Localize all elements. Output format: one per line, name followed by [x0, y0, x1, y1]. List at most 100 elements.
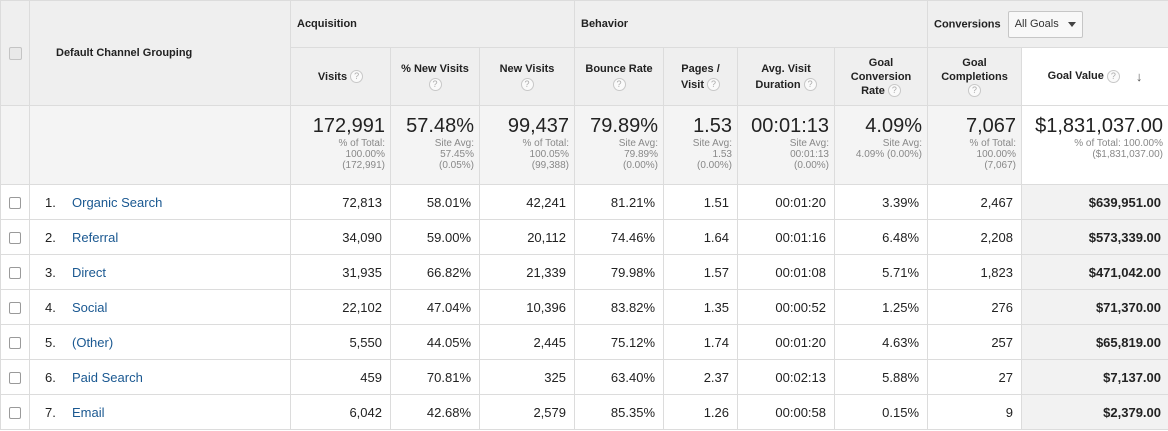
cell-new-visits: 2,579	[479, 394, 575, 430]
cell-avg-duration: 00:00:58	[737, 394, 835, 430]
row-checkbox[interactable]	[9, 337, 21, 350]
cell-pct-new-visits: 59.00%	[390, 219, 480, 255]
cell-pct-new-visits: 70.81%	[390, 359, 480, 395]
totals-label-cell	[29, 105, 291, 185]
channel-link[interactable]: Social	[72, 299, 108, 315]
help-icon[interactable]: ?	[350, 70, 364, 84]
col-label-line1: Pages /	[681, 62, 720, 75]
help-icon[interactable]: ?	[803, 78, 817, 92]
row-checkbox-cell	[0, 394, 30, 430]
cell-avg-duration: 00:01:16	[737, 219, 835, 255]
col-header-goal-conversion-rate[interactable]: Goal Conversion Rate?	[833, 47, 929, 106]
row-number: 5.	[45, 334, 56, 350]
col-label-line2: Conversion	[850, 70, 912, 83]
select-all-cell	[0, 0, 30, 106]
col-header-goal-completions[interactable]: Goal Completions?	[927, 47, 1023, 106]
total-sub: Site Avg: 00:01:13 (0.00%)	[789, 138, 829, 171]
col-header-pct-new-visits[interactable]: % New Visits?	[390, 47, 480, 106]
cell-new-visits: 21,339	[479, 254, 575, 290]
row-checkbox-cell	[0, 219, 30, 255]
table-row: 7. Email 6,042 42.68% 2,579 85.35% 1.26 0…	[0, 394, 1168, 430]
cell-goal-conversion-rate: 4.63%	[833, 324, 929, 360]
col-header-bounce-rate[interactable]: Bounce Rate?	[574, 47, 664, 106]
total-sub: Site Avg: 57.45% (0.05%)	[434, 138, 474, 171]
cell-avg-duration: 00:02:13	[737, 359, 835, 395]
row-checkbox[interactable]	[9, 232, 21, 245]
col-header-visits[interactable]: Visits?	[290, 47, 391, 106]
help-icon[interactable]: ?	[520, 78, 534, 92]
sort-descending-icon[interactable]: ↓	[1135, 68, 1143, 84]
cell-pct-new-visits: 47.04%	[390, 289, 480, 325]
col-header-new-visits[interactable]: New Visits?	[479, 47, 575, 106]
group-header-behavior: Behavior	[573, 0, 929, 48]
cell-goal-conversion-rate: 1.25%	[833, 289, 929, 325]
row-checkbox-cell	[0, 289, 30, 325]
row-checkbox[interactable]	[9, 267, 21, 280]
col-header-pages-visit[interactable]: Pages / Visit?	[663, 47, 738, 106]
cell-goal-completions: 1,823	[927, 254, 1023, 290]
cell-visits: 22,102	[290, 289, 391, 325]
cell-pages-visit: 2.37	[663, 359, 738, 395]
cell-goal-conversion-rate: 5.71%	[833, 254, 929, 290]
table-row: 5. (Other) 5,550 44.05% 2,445 75.12% 1.74…	[0, 324, 1168, 360]
total-value: 172,991	[312, 115, 385, 137]
cell-visits: 459	[290, 359, 391, 395]
channel-link[interactable]: Organic Search	[72, 194, 163, 210]
total-value: 1.53	[693, 115, 732, 137]
row-number: 1.	[45, 194, 56, 210]
total-value: 79.89%	[590, 115, 658, 137]
help-icon[interactable]: ?	[1106, 70, 1120, 84]
cell-visits: 6,042	[290, 394, 391, 430]
cell-pages-visit: 1.51	[663, 184, 738, 220]
total-sub: Site Avg: 4.09% (0.00%)	[855, 138, 923, 160]
row-checkbox[interactable]	[9, 407, 21, 420]
col-label-line2: Visit	[680, 78, 705, 91]
cell-pct-new-visits: 44.05%	[390, 324, 480, 360]
col-header-goal-value[interactable]: Goal Value? ↓	[1021, 47, 1168, 106]
total-value: 00:01:13	[751, 115, 829, 137]
total-sub: % of Total: 100.00% (172,991)	[338, 138, 385, 171]
cell-goal-value: $71,370.00	[1021, 289, 1168, 325]
cell-pages-visit: 1.35	[663, 289, 738, 325]
channel-link[interactable]: Email	[72, 404, 105, 420]
col-header-avg-visit-duration[interactable]: Avg. Visit Duration?	[737, 47, 835, 106]
cell-avg-duration: 00:00:52	[737, 289, 835, 325]
help-icon[interactable]: ?	[428, 78, 442, 92]
dimension-header[interactable]: Default Channel Grouping	[29, 0, 291, 106]
goal-select-dropdown[interactable]: All Goals	[1007, 10, 1083, 38]
col-label-line3: Rate	[861, 84, 885, 97]
channel-link[interactable]: (Other)	[72, 334, 114, 350]
cell-goal-value: $2,379.00	[1021, 394, 1168, 430]
total-value: 4.09%	[865, 115, 923, 137]
help-icon[interactable]: ?	[968, 84, 982, 98]
totals-empty-cell	[0, 105, 30, 185]
channel-link[interactable]: Referral	[72, 229, 119, 245]
cell-new-visits: 10,396	[479, 289, 575, 325]
row-number: 3.	[45, 264, 56, 280]
help-icon[interactable]: ?	[612, 78, 626, 92]
cell-visits: 5,550	[290, 324, 391, 360]
row-checkbox[interactable]	[9, 372, 21, 385]
row-number: 7.	[45, 404, 56, 420]
row-number: 4.	[45, 299, 56, 315]
select-all-checkbox[interactable]	[8, 46, 22, 60]
total-bounce-rate: 79.89% Site Avg: 79.89% (0.00%)	[574, 105, 664, 185]
help-icon[interactable]: ?	[887, 84, 901, 98]
row-checkbox-cell	[0, 359, 30, 395]
help-icon[interactable]: ?	[707, 78, 721, 92]
row-number: 6.	[45, 369, 56, 385]
row-checkbox[interactable]	[9, 302, 21, 315]
cell-pages-visit: 1.57	[663, 254, 738, 290]
channel-link[interactable]: Paid Search	[72, 369, 143, 385]
total-goal-completions: 7,067 % of Total: 100.00% (7,067)	[927, 105, 1023, 185]
row-checkbox[interactable]	[9, 197, 21, 210]
channel-link[interactable]: Direct	[72, 264, 106, 280]
row-checkbox-cell	[0, 324, 30, 360]
group-header-acquisition: Acquisition	[290, 0, 575, 48]
table-row: 1. Organic Search 72,813 58.01% 42,241 81…	[0, 184, 1168, 220]
total-pct-new-visits: 57.48% Site Avg: 57.45% (0.05%)	[390, 105, 480, 185]
total-avg-duration: 00:01:13 Site Avg: 00:01:13 (0.00%)	[737, 105, 835, 185]
col-label: % New Visits	[401, 62, 469, 75]
cell-visits: 72,813	[290, 184, 391, 220]
col-label-line1: Goal	[868, 56, 894, 69]
